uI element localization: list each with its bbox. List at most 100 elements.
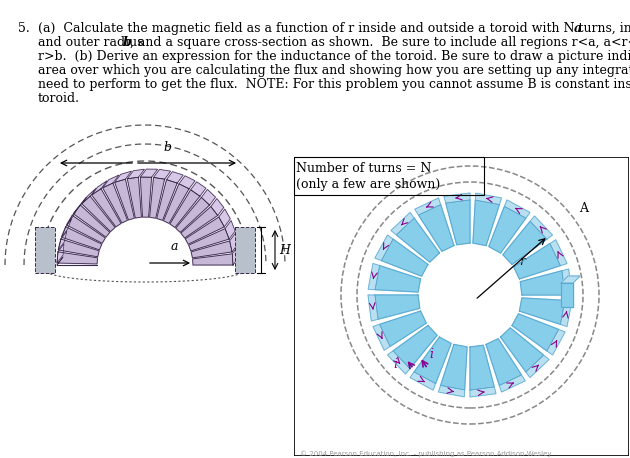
Polygon shape — [170, 190, 200, 228]
Polygon shape — [530, 216, 553, 239]
Polygon shape — [164, 184, 189, 224]
Polygon shape — [35, 227, 55, 273]
Polygon shape — [150, 177, 164, 218]
Polygon shape — [393, 326, 437, 369]
Polygon shape — [74, 205, 110, 237]
Polygon shape — [560, 300, 572, 327]
Polygon shape — [476, 193, 501, 205]
Polygon shape — [67, 215, 105, 243]
Polygon shape — [470, 345, 494, 390]
Text: b: b — [123, 36, 132, 49]
Text: 5.: 5. — [18, 22, 30, 35]
Polygon shape — [500, 375, 525, 392]
Polygon shape — [202, 190, 215, 205]
Polygon shape — [503, 221, 547, 264]
Polygon shape — [561, 276, 580, 283]
Polygon shape — [505, 200, 530, 218]
Text: need to perform to get the flux.  NOTE: For this problem you cannot assume B is : need to perform to get the flux. NOTE: F… — [38, 78, 630, 91]
Polygon shape — [387, 351, 410, 374]
Polygon shape — [140, 177, 152, 217]
Polygon shape — [489, 207, 526, 253]
Polygon shape — [396, 218, 440, 262]
Polygon shape — [440, 344, 467, 390]
Polygon shape — [380, 311, 427, 346]
Text: toroid.: toroid. — [38, 92, 80, 105]
Text: (a)  Calculate the magnetic field as a function of r inside and outside a toroid: (a) Calculate the magnetic field as a fu… — [38, 22, 630, 35]
Polygon shape — [513, 244, 560, 279]
Polygon shape — [92, 189, 121, 227]
Polygon shape — [185, 217, 224, 244]
Polygon shape — [127, 177, 141, 218]
Polygon shape — [446, 200, 470, 245]
Polygon shape — [103, 183, 127, 223]
Polygon shape — [181, 207, 218, 238]
Polygon shape — [57, 252, 98, 264]
Polygon shape — [191, 241, 232, 258]
Polygon shape — [193, 254, 233, 265]
Polygon shape — [62, 227, 102, 250]
Text: A: A — [579, 202, 588, 215]
Polygon shape — [410, 372, 435, 390]
Text: a: a — [574, 22, 582, 35]
Polygon shape — [115, 171, 132, 182]
Polygon shape — [74, 197, 86, 214]
Polygon shape — [176, 197, 210, 232]
Text: , and a square cross-section as shown.  Be sure to include all regions r<a, a<r<: , and a square cross-section as shown. B… — [130, 36, 630, 49]
Polygon shape — [501, 328, 544, 372]
Polygon shape — [140, 169, 158, 177]
Polygon shape — [473, 200, 500, 245]
Polygon shape — [381, 239, 428, 276]
Polygon shape — [232, 246, 239, 265]
Polygon shape — [375, 266, 421, 292]
Polygon shape — [438, 385, 465, 397]
Polygon shape — [57, 257, 63, 265]
Polygon shape — [62, 219, 72, 237]
Polygon shape — [520, 298, 565, 324]
Polygon shape — [225, 221, 235, 239]
Polygon shape — [373, 324, 390, 350]
Polygon shape — [191, 182, 206, 196]
Text: a: a — [170, 240, 178, 253]
Text: i: i — [394, 359, 398, 371]
Polygon shape — [179, 176, 195, 189]
Polygon shape — [67, 207, 78, 225]
Polygon shape — [418, 205, 454, 251]
Polygon shape — [414, 337, 451, 383]
Polygon shape — [547, 329, 565, 355]
Polygon shape — [59, 239, 99, 257]
Bar — [294, 157, 484, 195]
Polygon shape — [82, 188, 96, 204]
Polygon shape — [486, 339, 522, 385]
Polygon shape — [550, 240, 567, 266]
Polygon shape — [512, 314, 559, 351]
Text: © 2004 Pearson Education, Inc. - publishing as Pearson Addison-Wesley: © 2004 Pearson Education, Inc. - publish… — [300, 450, 551, 457]
Polygon shape — [157, 180, 177, 220]
Text: H: H — [279, 244, 290, 256]
Polygon shape — [154, 169, 171, 179]
Polygon shape — [189, 229, 229, 251]
Polygon shape — [368, 263, 380, 289]
Polygon shape — [103, 175, 119, 188]
Text: i: i — [430, 349, 433, 361]
Text: area over which you are calculating the flux and showing how you are setting up : area over which you are calculating the … — [38, 64, 630, 77]
Polygon shape — [57, 244, 64, 263]
Polygon shape — [368, 295, 378, 321]
Polygon shape — [219, 209, 231, 227]
Polygon shape — [59, 231, 67, 250]
Polygon shape — [375, 235, 393, 261]
Polygon shape — [230, 233, 238, 252]
Text: r>b.  (b) Derive an expression for the inductance of the toroid. Be sure to draw: r>b. (b) Derive an expression for the in… — [38, 50, 630, 63]
Polygon shape — [127, 169, 144, 179]
Polygon shape — [444, 193, 470, 203]
Polygon shape — [391, 213, 414, 235]
Polygon shape — [375, 295, 420, 319]
Polygon shape — [115, 179, 134, 220]
Text: Number of turns = N: Number of turns = N — [296, 162, 432, 175]
Polygon shape — [166, 172, 183, 183]
Text: and outer radius: and outer radius — [38, 36, 147, 49]
Polygon shape — [92, 181, 107, 195]
Polygon shape — [526, 355, 549, 377]
Polygon shape — [470, 387, 496, 397]
Polygon shape — [235, 227, 255, 273]
Text: (only a few are shown): (only a few are shown) — [296, 178, 440, 191]
